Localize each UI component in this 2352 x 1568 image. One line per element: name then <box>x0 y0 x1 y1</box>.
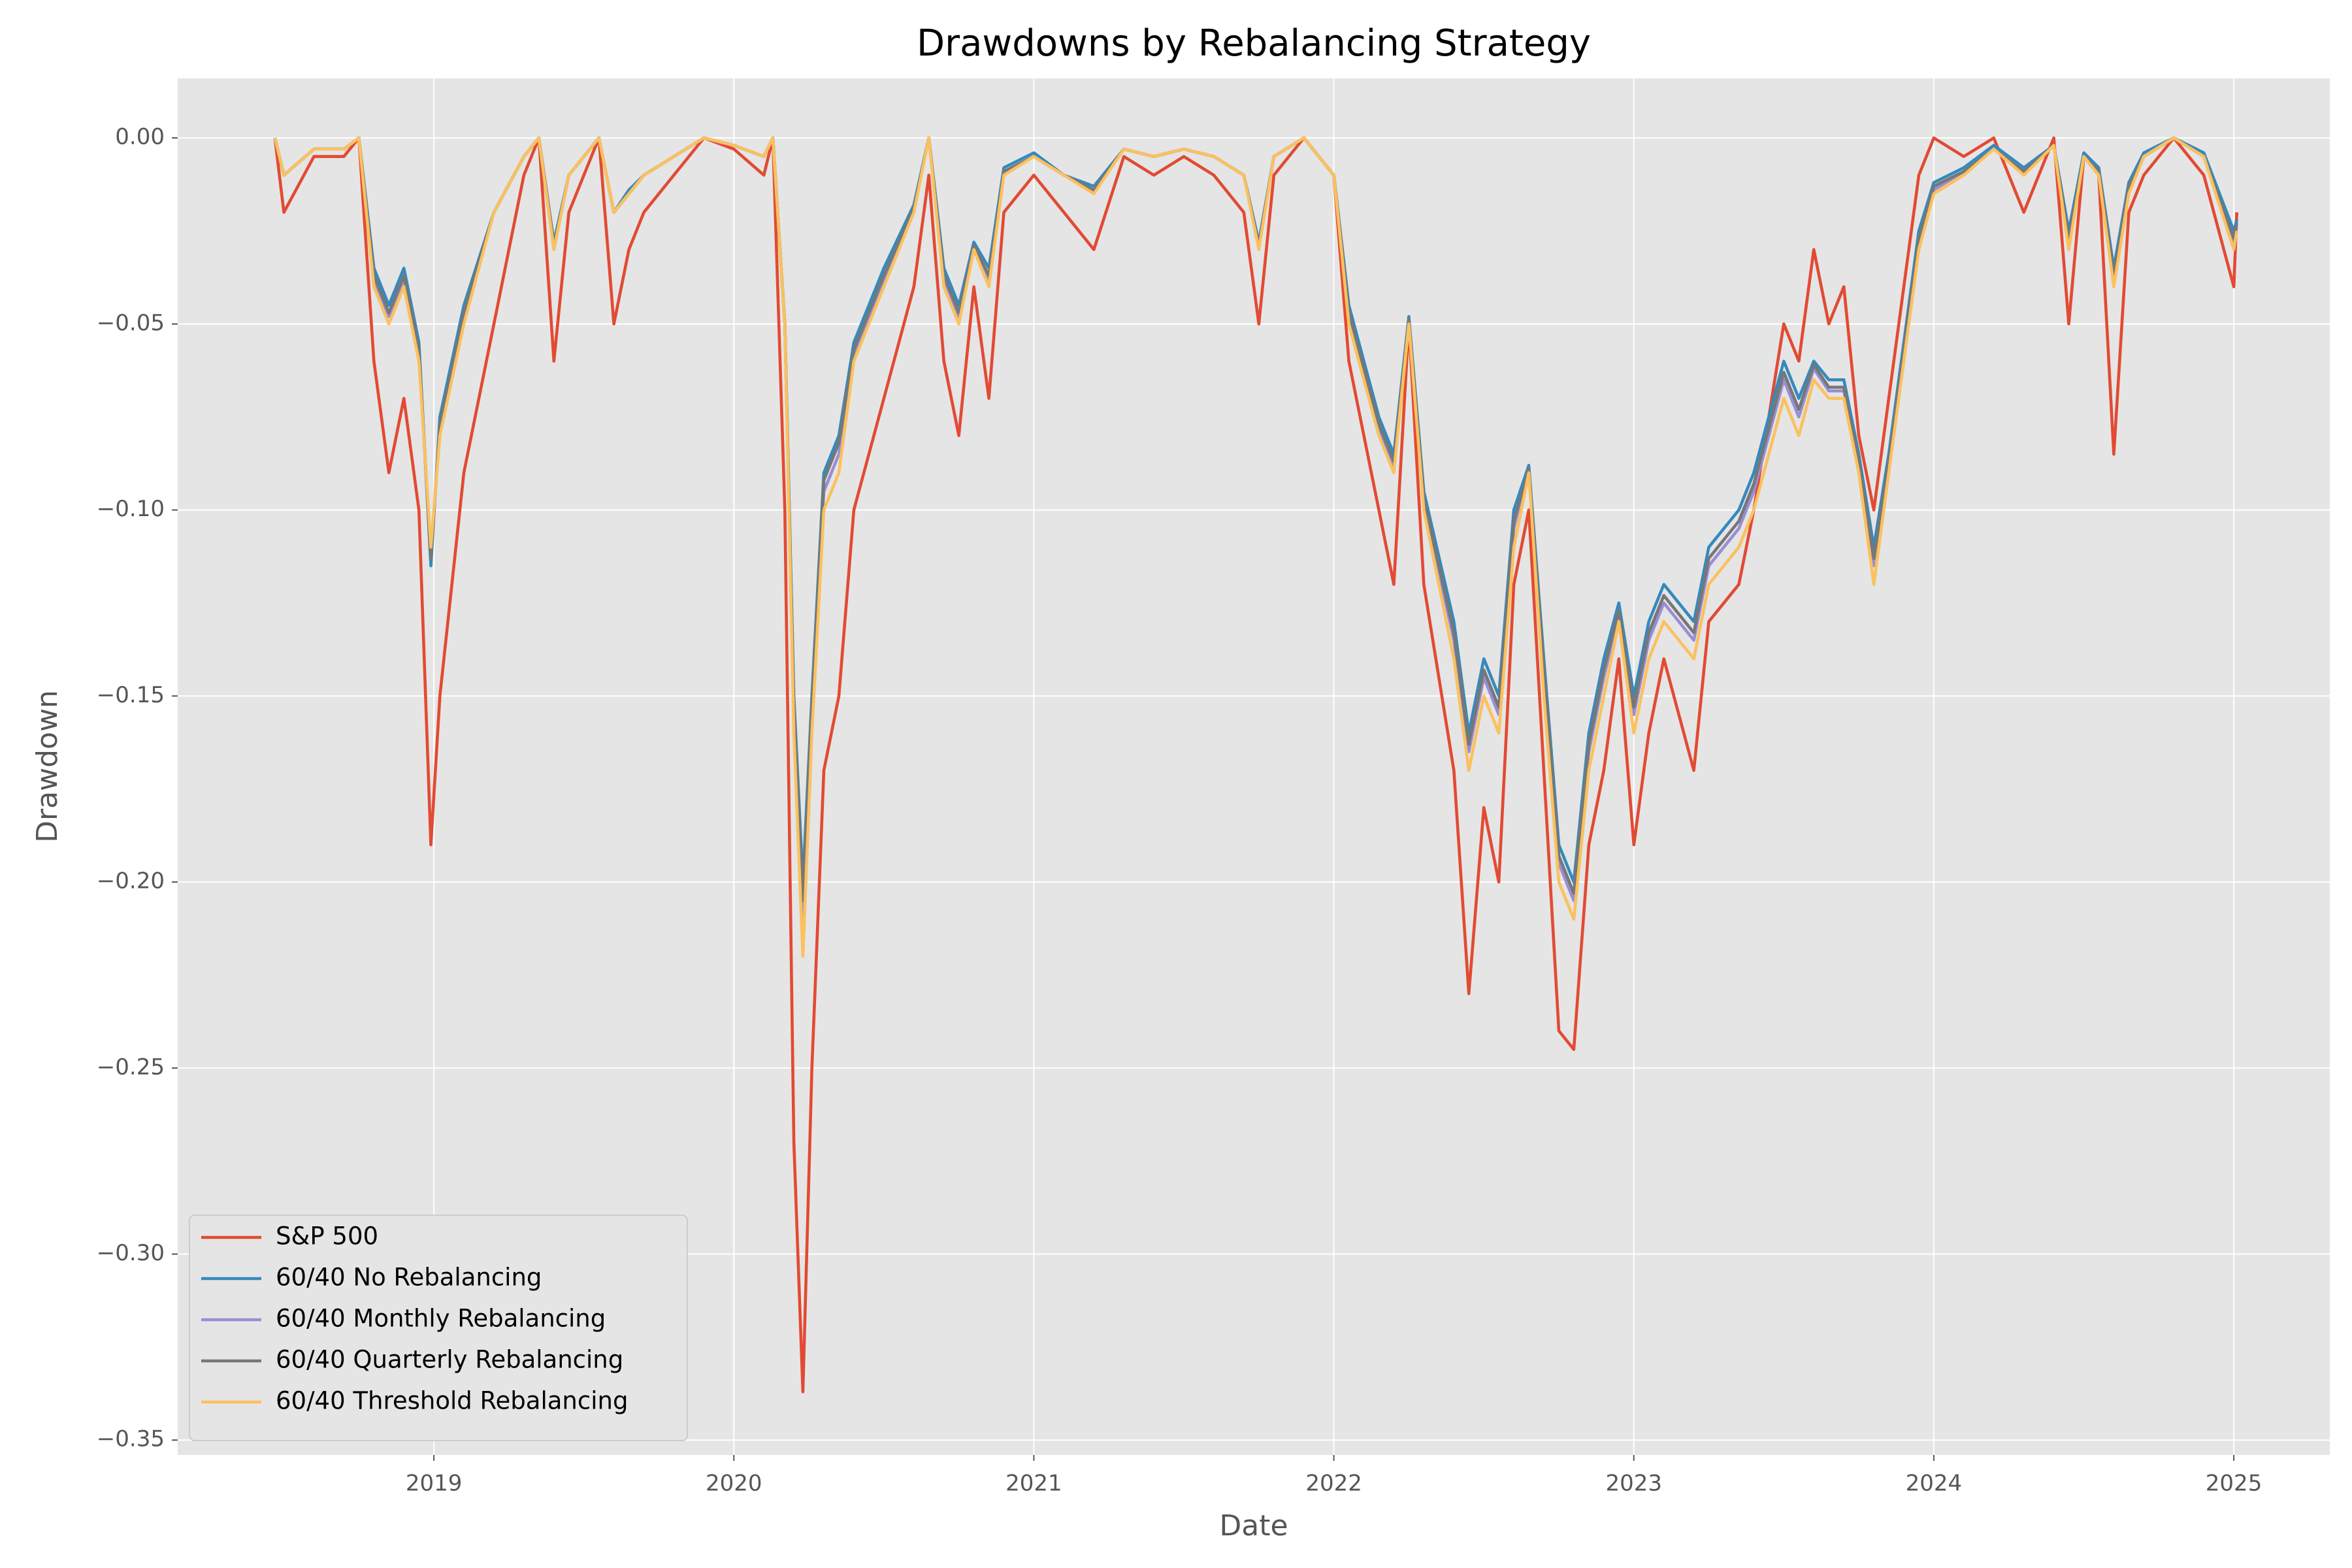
legend-label: 60/40 Quarterly Rebalancing <box>276 1346 623 1374</box>
y-tick-label: −0.25 <box>97 1054 165 1080</box>
y-axis-label: Drawdown <box>31 690 64 843</box>
legend: S&P 500 60/40 No Rebalancing 60/40 Monthly… <box>189 1215 688 1441</box>
x-tick-label: 2021 <box>1005 1471 1062 1497</box>
x-tick-label: 2019 <box>406 1471 463 1497</box>
x-tick-label: 2024 <box>1906 1471 1963 1497</box>
x-axis-label: Date <box>1219 1509 1288 1543</box>
y-tick-label: 0.00 <box>115 124 165 150</box>
line-series <box>273 136 2238 1394</box>
legend-label: 60/40 Monthly Rebalancing <box>276 1305 606 1333</box>
x-tick-label: 2023 <box>1605 1471 1662 1497</box>
y-tick-label: −0.30 <box>97 1240 165 1266</box>
line-series <box>273 136 2238 958</box>
y-tick-label: −0.35 <box>97 1426 165 1452</box>
x-tick-label: 2020 <box>706 1471 762 1497</box>
legend-label: S&P 500 <box>276 1222 378 1250</box>
y-tick-label: −0.15 <box>97 682 165 708</box>
y-tick-label: −0.10 <box>97 496 165 522</box>
legend-label: 60/40 No Rebalancing <box>276 1264 542 1292</box>
x-tick-label: 2025 <box>2206 1471 2262 1497</box>
chart-title: Drawdowns by Rebalancing Strategy <box>917 22 1591 65</box>
legend-label: 60/40 Threshold Rebalancing <box>276 1387 628 1415</box>
y-tick-label: −0.20 <box>97 868 165 894</box>
legend-box <box>189 1215 688 1441</box>
x-tick-label: 2022 <box>1305 1471 1362 1497</box>
y-tick-label: −0.05 <box>97 310 165 336</box>
